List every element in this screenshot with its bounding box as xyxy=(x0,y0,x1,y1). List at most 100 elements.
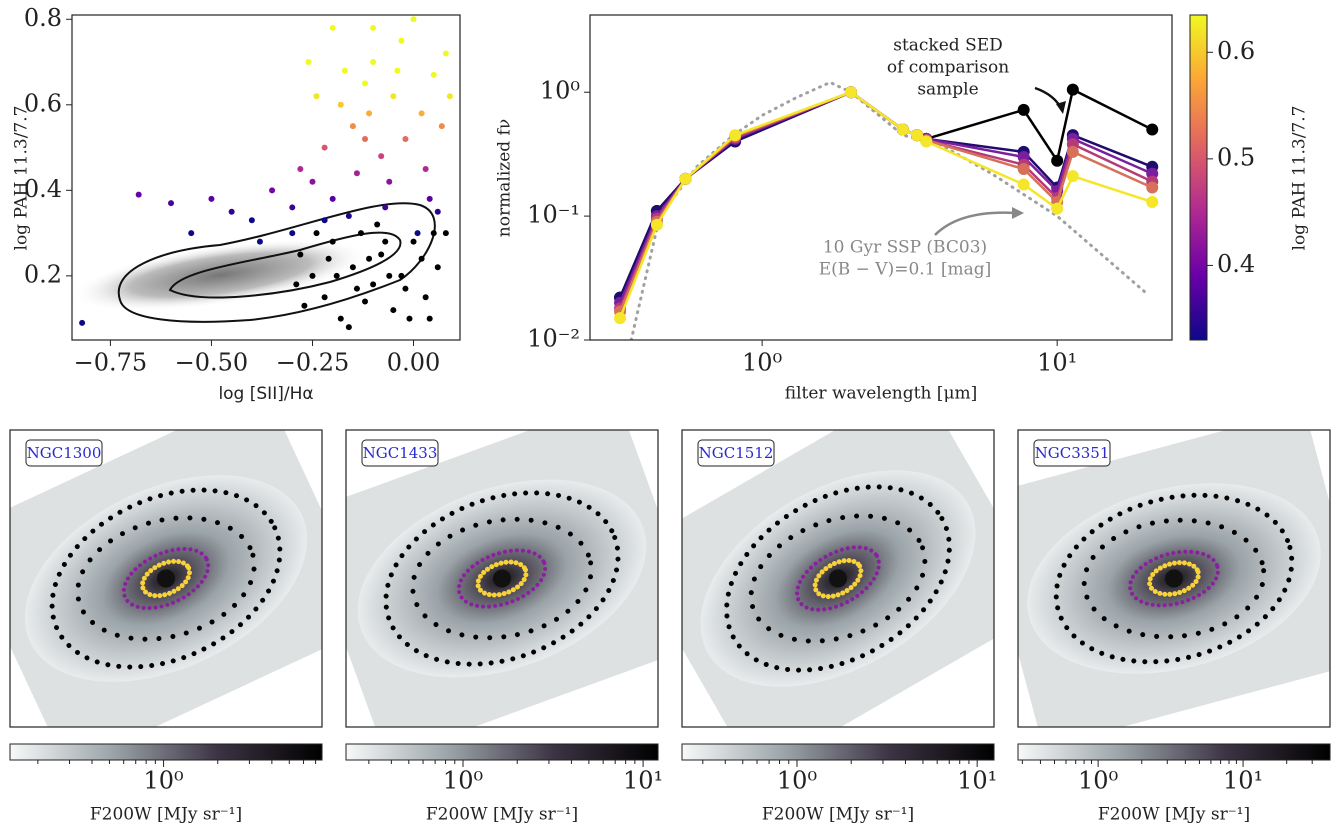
point xyxy=(398,37,405,44)
point xyxy=(293,281,300,288)
colorbar xyxy=(681,743,995,761)
point xyxy=(370,59,377,66)
outer-regions xyxy=(724,484,952,673)
point xyxy=(406,315,413,322)
plot-frame xyxy=(589,14,1173,341)
point xyxy=(329,238,336,245)
label-box xyxy=(697,439,775,467)
point xyxy=(305,59,312,66)
point xyxy=(438,123,445,130)
sed-point xyxy=(650,218,663,231)
outer-regions xyxy=(49,487,283,670)
point xyxy=(297,251,304,258)
point xyxy=(228,208,235,215)
sed-point xyxy=(729,129,742,142)
label-box xyxy=(1033,439,1111,467)
point xyxy=(256,238,263,245)
point xyxy=(374,221,381,228)
label-box xyxy=(25,439,103,467)
sed-point xyxy=(1017,178,1030,191)
x-tick-label: 0.00 xyxy=(387,349,440,377)
label-box xyxy=(361,439,439,467)
sed-point xyxy=(614,312,627,325)
scatter-points xyxy=(79,16,453,331)
colorbar-label: F200W [MJy sr⁻¹] xyxy=(762,805,914,825)
point xyxy=(442,50,449,57)
point xyxy=(362,80,369,87)
sed-point xyxy=(1066,170,1079,183)
point xyxy=(426,315,433,322)
point xyxy=(394,67,401,74)
outer-regions xyxy=(75,515,257,642)
point xyxy=(353,170,360,177)
arrow-head xyxy=(1012,207,1024,219)
y-tick-label: 0.4 xyxy=(24,175,62,203)
point xyxy=(333,272,340,279)
point xyxy=(442,230,449,237)
inner-regions xyxy=(139,558,193,599)
sed-point xyxy=(896,123,909,136)
arrow-head xyxy=(1056,101,1066,114)
outer-regions xyxy=(383,490,621,667)
x-tick-label: −0.25 xyxy=(276,349,350,377)
point xyxy=(341,67,348,74)
colorbar-label: F200W [MJy sr⁻¹] xyxy=(1098,805,1250,825)
colorbar xyxy=(1189,14,1208,341)
inner-regions xyxy=(475,559,529,598)
colorbar xyxy=(345,743,659,761)
x-tick-label: 10⁰ xyxy=(742,349,782,377)
point xyxy=(434,264,441,271)
point xyxy=(301,302,308,309)
point xyxy=(414,230,421,237)
point xyxy=(349,264,356,271)
point xyxy=(345,324,352,331)
point xyxy=(321,294,328,301)
core xyxy=(493,569,511,588)
point xyxy=(370,281,377,288)
annotation: 10 Gyr SSP (BC03) xyxy=(823,238,987,258)
sed-point xyxy=(1017,163,1030,176)
y-tick-label: 0.6 xyxy=(24,89,62,117)
point xyxy=(309,272,316,279)
x-tick-label: 10¹ xyxy=(1037,349,1077,377)
x-axis-label: log [SII]/Hα xyxy=(218,384,313,404)
point xyxy=(430,230,437,237)
point xyxy=(426,195,433,202)
sed-line xyxy=(618,90,1154,320)
point xyxy=(418,110,425,117)
point xyxy=(382,204,389,211)
point xyxy=(345,212,352,219)
colorbar-tick-label: 10¹ xyxy=(623,767,663,795)
y-axis-label: log PAH 11.3/7.7 xyxy=(12,106,32,251)
x-tick-label: −0.50 xyxy=(175,349,249,377)
point xyxy=(168,200,175,207)
point xyxy=(79,319,86,326)
sed-point xyxy=(911,129,924,142)
point xyxy=(366,255,373,262)
outer-regions xyxy=(410,516,594,641)
point xyxy=(422,294,429,301)
point xyxy=(362,136,369,143)
sed-point xyxy=(1146,181,1159,194)
point xyxy=(357,230,364,237)
galaxy-image xyxy=(346,430,658,727)
point xyxy=(390,307,397,314)
point xyxy=(410,238,417,245)
point xyxy=(321,144,328,151)
galaxy-label: NGC1433 xyxy=(363,444,438,462)
point xyxy=(188,230,195,237)
point xyxy=(208,195,215,202)
point xyxy=(410,16,417,23)
annotation: of comparison xyxy=(887,58,1009,78)
colorbar xyxy=(1017,743,1331,761)
point xyxy=(309,178,316,185)
colorbar-tick-label: 0.5 xyxy=(1217,143,1255,171)
plot-frame xyxy=(345,429,659,728)
inner-regions xyxy=(121,546,211,611)
colorbar-label: F200W [MJy sr⁻¹] xyxy=(90,805,242,825)
point xyxy=(289,204,296,211)
colorbar-label: F200W [MJy sr⁻¹] xyxy=(426,805,578,825)
point xyxy=(378,153,385,160)
galaxy-label: NGC1300 xyxy=(27,444,102,462)
